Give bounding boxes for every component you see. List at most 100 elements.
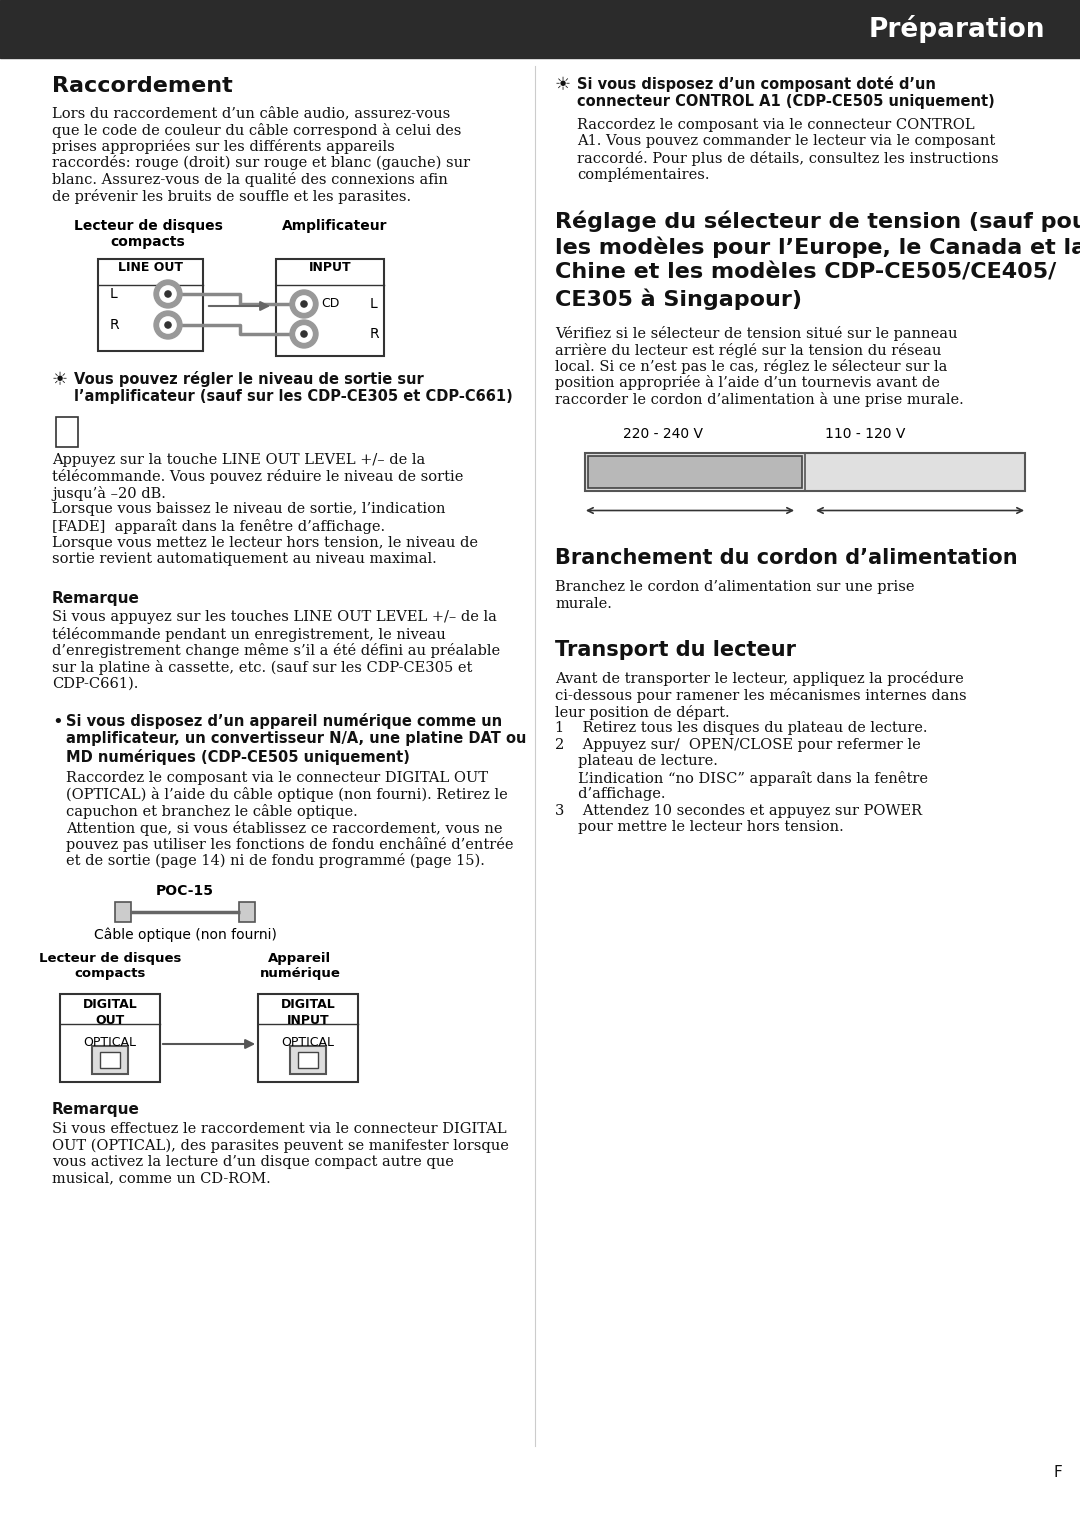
Text: L: L xyxy=(370,296,378,312)
Bar xyxy=(588,455,802,487)
Text: et de sortie (page 14) ni de fondu programmé (page 15).: et de sortie (page 14) ni de fondu progr… xyxy=(66,854,485,868)
Text: arrière du lecteur est réglé sur la tension du réseau: arrière du lecteur est réglé sur la tens… xyxy=(555,342,942,358)
Text: Amplificateur: Amplificateur xyxy=(282,219,388,232)
Text: CD: CD xyxy=(321,296,339,310)
Bar xyxy=(56,417,78,448)
Text: L: L xyxy=(110,287,118,301)
Text: Vérifiez si le sélecteur de tension situé sur le panneau: Vérifiez si le sélecteur de tension situ… xyxy=(555,325,958,341)
Text: Raccordement: Raccordement xyxy=(52,76,233,96)
Text: raccordé. Pour plus de détails, consultez les instructions: raccordé. Pour plus de détails, consulte… xyxy=(577,151,999,167)
Text: pouvez pas utiliser les fonctions de fondu enchâîné d’entrée: pouvez pas utiliser les fonctions de fon… xyxy=(66,837,513,853)
Text: sur la platine à cassette, etc. (sauf sur les CDP-CE305 et: sur la platine à cassette, etc. (sauf su… xyxy=(52,660,472,675)
Text: ☀: ☀ xyxy=(52,371,68,390)
Text: Transport du lecteur: Transport du lecteur xyxy=(555,640,796,660)
Bar xyxy=(298,1051,318,1068)
Bar xyxy=(291,1047,326,1074)
Text: LINE OUT: LINE OUT xyxy=(118,261,183,274)
Text: Attention que, si vous établissez ce raccordement, vous ne: Attention que, si vous établissez ce rac… xyxy=(66,821,502,836)
Bar xyxy=(585,452,1025,490)
Text: Si vous disposez d’un appareil numérique comme un
amplificateur, un convertisseu: Si vous disposez d’un appareil numérique… xyxy=(66,714,526,766)
Text: d’affichage.: d’affichage. xyxy=(555,787,665,801)
Bar xyxy=(258,995,357,1082)
Text: POC-15: POC-15 xyxy=(156,885,214,898)
Text: 2    Appuyez sur∕  OPEN/CLOSE pour refermer le: 2 Appuyez sur∕ OPEN/CLOSE pour refermer … xyxy=(555,738,921,752)
Text: Avant de transporter le lecteur, appliquez la procédure: Avant de transporter le lecteur, appliqu… xyxy=(555,671,963,686)
Text: INPUT: INPUT xyxy=(286,1015,329,1027)
Text: Raccordez le composant via le connecteur DIGITAL OUT: Raccordez le composant via le connecteur… xyxy=(66,772,488,785)
Text: 1    Retirez tous les disques du plateau de lecture.: 1 Retirez tous les disques du plateau de… xyxy=(555,721,928,735)
Text: R: R xyxy=(370,327,380,341)
Bar xyxy=(100,1051,120,1068)
Circle shape xyxy=(165,290,171,296)
Text: raccordés: rouge (droit) sur rouge et blanc (gauche) sur: raccordés: rouge (droit) sur rouge et bl… xyxy=(52,156,470,171)
Text: [FADE]  apparaît dans la fenêtre d’affichage.: [FADE] apparaît dans la fenêtre d’affich… xyxy=(52,520,386,533)
Text: A1. Vous pouvez commander le lecteur via le composant: A1. Vous pouvez commander le lecteur via… xyxy=(577,134,996,148)
Text: OPTICAL: OPTICAL xyxy=(83,1036,136,1050)
Text: Appareil
numérique: Appareil numérique xyxy=(259,952,340,979)
Text: sortie revient automatiquement au niveau maximal.: sortie revient automatiquement au niveau… xyxy=(52,552,436,565)
Text: OPTICAL: OPTICAL xyxy=(282,1036,335,1050)
Text: plateau de lecture.: plateau de lecture. xyxy=(555,753,718,769)
Text: INPUT: INPUT xyxy=(309,261,351,274)
Text: OUT: OUT xyxy=(95,1015,124,1027)
Text: L’indication “no DISC” apparaît dans la fenêtre: L’indication “no DISC” apparaît dans la … xyxy=(555,770,928,785)
Text: télécommande pendant un enregistrement, le niveau: télécommande pendant un enregistrement, … xyxy=(52,626,446,642)
Text: R: R xyxy=(110,318,120,332)
Text: F: F xyxy=(1053,1465,1062,1481)
Bar xyxy=(0,0,1080,58)
Text: d’enregistrement change même s’il a été défini au préalable: d’enregistrement change même s’il a été … xyxy=(52,643,500,659)
Bar xyxy=(92,1047,129,1074)
Text: télécommande. Vous pouvez réduire le niveau de sortie: télécommande. Vous pouvez réduire le niv… xyxy=(52,469,463,484)
Text: Lorsque vous baissez le niveau de sortie, l’indication: Lorsque vous baissez le niveau de sortie… xyxy=(52,503,446,516)
Text: musical, comme un CD-ROM.: musical, comme un CD-ROM. xyxy=(52,1172,271,1186)
Text: ☀: ☀ xyxy=(555,76,571,95)
Circle shape xyxy=(160,316,176,333)
Bar xyxy=(114,902,131,921)
Text: Câble optique (non fourni): Câble optique (non fourni) xyxy=(94,927,276,943)
Text: 110 - 120 V: 110 - 120 V xyxy=(825,426,905,440)
Text: Lorsque vous mettez le lecteur hors tension, le niveau de: Lorsque vous mettez le lecteur hors tens… xyxy=(52,535,478,550)
Text: Lecteur de disques
compacts: Lecteur de disques compacts xyxy=(73,219,222,249)
Text: Appuyez sur la touche LINE OUT LEVEL +/– de la: Appuyez sur la touche LINE OUT LEVEL +/–… xyxy=(52,452,426,468)
Text: les modèles pour l’Europe, le Canada et la: les modèles pour l’Europe, le Canada et … xyxy=(555,235,1080,258)
Circle shape xyxy=(301,332,307,338)
Text: pour mettre le lecteur hors tension.: pour mettre le lecteur hors tension. xyxy=(555,821,843,834)
Text: Branchement du cordon d’alimentation: Branchement du cordon d’alimentation xyxy=(555,549,1017,568)
Text: murale.: murale. xyxy=(555,597,612,611)
Text: jusqu’à –20 dB.: jusqu’à –20 dB. xyxy=(52,486,166,501)
Text: Réglage du sélecteur de tension (sauf pour: Réglage du sélecteur de tension (sauf po… xyxy=(555,209,1080,232)
Circle shape xyxy=(301,301,307,307)
Text: CDP-C661).: CDP-C661). xyxy=(52,677,138,691)
Text: Branchez le cordon d’alimentation sur une prise: Branchez le cordon d’alimentation sur un… xyxy=(555,581,915,594)
Text: 220 - 240 V: 220 - 240 V xyxy=(623,426,703,440)
Text: raccorder le cordon d’alimentation à une prise murale.: raccorder le cordon d’alimentation à une… xyxy=(555,393,963,406)
Text: que le code de couleur du câble correspond à celui des: que le code de couleur du câble correspo… xyxy=(52,122,461,138)
Text: prises appropriées sur les différents appareils: prises appropriées sur les différents ap… xyxy=(52,139,395,154)
Text: CE305 à Singapour): CE305 à Singapour) xyxy=(555,287,802,310)
Circle shape xyxy=(291,290,318,318)
Circle shape xyxy=(165,322,171,329)
Text: de prévenir les bruits de souffle et les parasites.: de prévenir les bruits de souffle et les… xyxy=(52,188,411,203)
Text: 3    Attendez 10 secondes et appuyez sur POWER: 3 Attendez 10 secondes et appuyez sur PO… xyxy=(555,804,922,817)
Text: Chine et les modèles CDP-CE505/CE405/: Chine et les modèles CDP-CE505/CE405/ xyxy=(555,261,1056,283)
Bar xyxy=(276,260,384,356)
Text: blanc. Assurez-vous de la qualité des connexions afin: blanc. Assurez-vous de la qualité des co… xyxy=(52,173,448,186)
Text: DIGITAL: DIGITAL xyxy=(83,998,137,1012)
Text: Remarque: Remarque xyxy=(52,1102,140,1117)
Text: Raccordez le composant via le connecteur CONTROL: Raccordez le composant via le connecteur… xyxy=(577,118,974,131)
Text: Si vous appuyez sur les touches LINE OUT LEVEL +/– de la: Si vous appuyez sur les touches LINE OUT… xyxy=(52,611,497,625)
Text: ci-dessous pour ramener les mécanismes internes dans: ci-dessous pour ramener les mécanismes i… xyxy=(555,688,967,703)
Circle shape xyxy=(160,286,176,303)
Bar xyxy=(98,260,203,351)
Text: leur position de départ.: leur position de départ. xyxy=(555,704,730,720)
Text: Préparation: Préparation xyxy=(868,15,1045,43)
Text: position appropriée à l’aide d’un tournevis avant de: position appropriée à l’aide d’un tourne… xyxy=(555,376,940,391)
Text: Lors du raccordement d’un câble audio, assurez-vous: Lors du raccordement d’un câble audio, a… xyxy=(52,105,450,121)
Circle shape xyxy=(296,296,312,312)
Text: OUT (OPTICAL), des parasites peuvent se manifester lorsque: OUT (OPTICAL), des parasites peuvent se … xyxy=(52,1138,509,1154)
Text: Vous pouvez régler le niveau de sortie sur
l’amplificateur (sauf sur les CDP-CE3: Vous pouvez régler le niveau de sortie s… xyxy=(75,371,513,405)
Bar xyxy=(60,995,160,1082)
Text: (OPTICAL) à l’aide du câble optique (non fourni). Retirez le: (OPTICAL) à l’aide du câble optique (non… xyxy=(66,787,508,802)
Text: complémentaires.: complémentaires. xyxy=(577,168,710,182)
Circle shape xyxy=(154,312,183,339)
